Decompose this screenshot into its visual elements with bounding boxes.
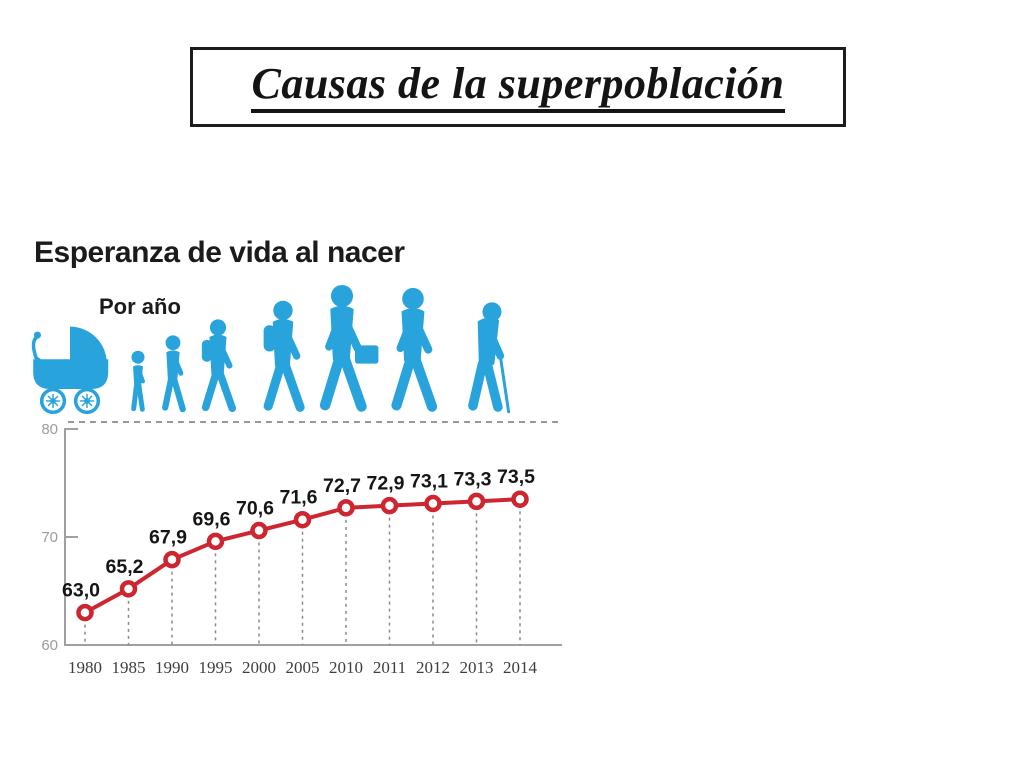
data-point bbox=[250, 521, 268, 540]
data-point-label: 73,3 bbox=[454, 468, 492, 490]
data-point bbox=[337, 499, 355, 517]
y-tick-label: 70 bbox=[41, 529, 58, 546]
back-leg bbox=[162, 376, 175, 411]
data-point bbox=[380, 496, 399, 515]
x-tick-label: 1980 bbox=[68, 658, 102, 677]
data-point bbox=[293, 510, 312, 529]
data-point-label: 70,6 bbox=[236, 498, 274, 520]
back-leg bbox=[201, 369, 220, 412]
x-tick-label: 2005 bbox=[286, 658, 320, 677]
front-arm bbox=[215, 339, 233, 369]
torso bbox=[477, 317, 500, 367]
pram-handle-grip bbox=[33, 331, 41, 339]
figure-elderly bbox=[468, 302, 511, 414]
data-point bbox=[163, 550, 181, 569]
data-point-label: 72,9 bbox=[367, 473, 405, 495]
head bbox=[165, 335, 181, 351]
front-arm bbox=[171, 353, 184, 376]
cane bbox=[498, 354, 511, 414]
front-arm bbox=[484, 324, 505, 360]
pram-handle bbox=[31, 334, 44, 364]
data-point bbox=[76, 603, 94, 622]
front-leg bbox=[280, 360, 305, 412]
data-point-label: 67,9 bbox=[149, 527, 187, 549]
head bbox=[131, 350, 145, 364]
figure-senior bbox=[391, 287, 438, 412]
figure-child bbox=[162, 335, 186, 413]
x-tick-label: 1985 bbox=[112, 658, 146, 677]
x-tick-label: 2013 bbox=[460, 658, 494, 677]
x-tick-label: 1995 bbox=[199, 658, 233, 677]
back-leg bbox=[319, 353, 345, 411]
data-point bbox=[511, 490, 529, 508]
figure-adult bbox=[319, 284, 379, 412]
title-box: Causas de la superpoblación bbox=[190, 47, 846, 127]
x-tick-label: 2010 bbox=[329, 658, 363, 677]
head bbox=[482, 302, 502, 322]
wheel-hub bbox=[84, 398, 90, 404]
data-point-label: 63,0 bbox=[62, 580, 100, 602]
back-arm bbox=[396, 315, 416, 353]
front-leg bbox=[136, 383, 145, 412]
front-arm bbox=[410, 314, 433, 354]
page-title: Causas de la superpoblación bbox=[251, 61, 785, 113]
figure-school-kid bbox=[201, 319, 237, 413]
x-tick-label: 2014 bbox=[503, 658, 538, 677]
x-tick-label: 1990 bbox=[155, 658, 189, 677]
head bbox=[330, 284, 354, 308]
data-point bbox=[467, 492, 486, 511]
front-leg bbox=[482, 359, 503, 412]
back-leg bbox=[391, 354, 416, 411]
back-leg bbox=[468, 359, 488, 411]
x-tick-label: 2012 bbox=[416, 658, 450, 677]
front-arm bbox=[136, 366, 145, 384]
pram-hood bbox=[70, 326, 107, 364]
data-point-label: 71,6 bbox=[280, 487, 318, 509]
back-arm bbox=[325, 312, 345, 351]
y-tick-label: 80 bbox=[41, 421, 58, 438]
figure-teenager bbox=[263, 300, 305, 412]
x-tick-label: 2011 bbox=[373, 658, 406, 677]
back-leg bbox=[131, 383, 139, 412]
life-stages-illustration bbox=[31, 284, 511, 415]
front-leg bbox=[410, 354, 438, 412]
data-point bbox=[424, 494, 442, 513]
data-point-label: 69,6 bbox=[193, 508, 231, 530]
pram-body bbox=[33, 359, 109, 389]
life-expectancy-chart: 60 70 80 1980 1985 1990 1995 2000 2005 2010 2011 20… bbox=[41, 421, 562, 677]
y-tick-label: 60 bbox=[41, 637, 58, 654]
front-leg bbox=[216, 369, 237, 413]
figure-pram bbox=[31, 326, 109, 415]
briefcase bbox=[355, 345, 379, 364]
wheel-hub bbox=[50, 398, 56, 404]
data-point-label: 65,2 bbox=[106, 556, 144, 578]
data-point bbox=[119, 580, 138, 598]
backpack bbox=[263, 325, 276, 352]
front-arm bbox=[280, 324, 301, 360]
axis bbox=[64, 428, 562, 646]
head bbox=[209, 319, 227, 336]
front-leg bbox=[171, 376, 186, 413]
backpack bbox=[201, 339, 212, 362]
x-tick-label: 2000 bbox=[242, 658, 276, 677]
chart-subtitle: Por año bbox=[99, 294, 181, 319]
chart-title: Esperanza de vida al nacer bbox=[34, 236, 405, 269]
data-point bbox=[206, 532, 225, 551]
head bbox=[402, 287, 424, 310]
data-point-label: 72,7 bbox=[323, 475, 361, 497]
back-leg bbox=[263, 360, 286, 411]
front-leg bbox=[339, 353, 367, 412]
data-point-label: 73,5 bbox=[497, 466, 535, 488]
data-point-label: 73,1 bbox=[410, 471, 448, 493]
figure-toddler bbox=[131, 350, 145, 412]
head bbox=[273, 300, 293, 321]
front-arm bbox=[339, 312, 362, 353]
